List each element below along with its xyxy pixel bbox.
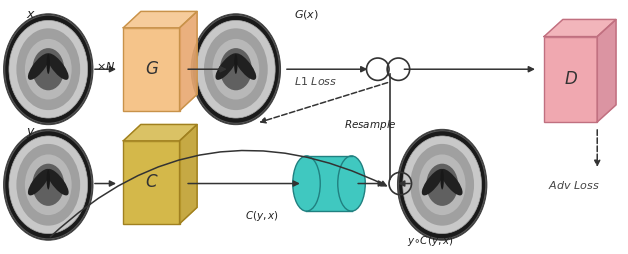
Ellipse shape [419,154,465,215]
Ellipse shape [25,39,72,100]
Ellipse shape [212,39,259,100]
Ellipse shape [410,144,474,226]
Ellipse shape [398,129,487,240]
Text: $L1\ Loss$: $L1\ Loss$ [294,75,337,87]
Polygon shape [180,11,197,111]
Ellipse shape [16,28,80,110]
Polygon shape [597,20,616,122]
Text: $G(x)$: $G(x)$ [294,8,319,21]
Ellipse shape [28,169,50,195]
Ellipse shape [16,144,80,226]
Ellipse shape [46,169,50,189]
Ellipse shape [422,169,444,195]
Text: $Adv\ Loss$: $Adv\ Loss$ [548,179,600,190]
Bar [123,141,180,224]
Text: $y{\circ}C(y,x)$: $y{\circ}C(y,x)$ [406,234,453,248]
Ellipse shape [46,169,68,195]
Text: $\times N$: $\times N$ [97,60,116,72]
Ellipse shape [440,169,463,195]
Ellipse shape [403,136,482,234]
Ellipse shape [426,164,458,206]
Ellipse shape [220,48,252,90]
Ellipse shape [215,53,237,80]
Ellipse shape [204,28,268,110]
Text: $C(y,x)$: $C(y,x)$ [245,209,279,223]
Text: $Resample$: $Resample$ [344,118,397,132]
Ellipse shape [4,129,93,240]
Bar [123,28,180,111]
Ellipse shape [46,54,50,74]
Polygon shape [123,11,197,28]
Ellipse shape [9,136,88,234]
Ellipse shape [234,54,237,74]
Ellipse shape [46,53,68,80]
Text: G: G [145,60,158,78]
Ellipse shape [234,53,256,80]
Ellipse shape [338,156,365,211]
Bar [306,156,352,211]
Ellipse shape [25,154,72,215]
Polygon shape [544,20,616,37]
Bar [544,37,597,122]
Ellipse shape [197,20,275,118]
Ellipse shape [191,14,281,125]
Text: C: C [146,173,157,191]
Text: D: D [565,70,577,88]
Polygon shape [123,124,197,141]
Ellipse shape [4,14,93,125]
Ellipse shape [440,169,444,189]
Ellipse shape [32,164,64,206]
Polygon shape [180,124,197,224]
Ellipse shape [28,53,50,80]
Ellipse shape [9,20,88,118]
Ellipse shape [32,48,64,90]
Text: $x$: $x$ [26,8,36,21]
Ellipse shape [293,156,320,211]
Text: $y$: $y$ [26,126,36,140]
